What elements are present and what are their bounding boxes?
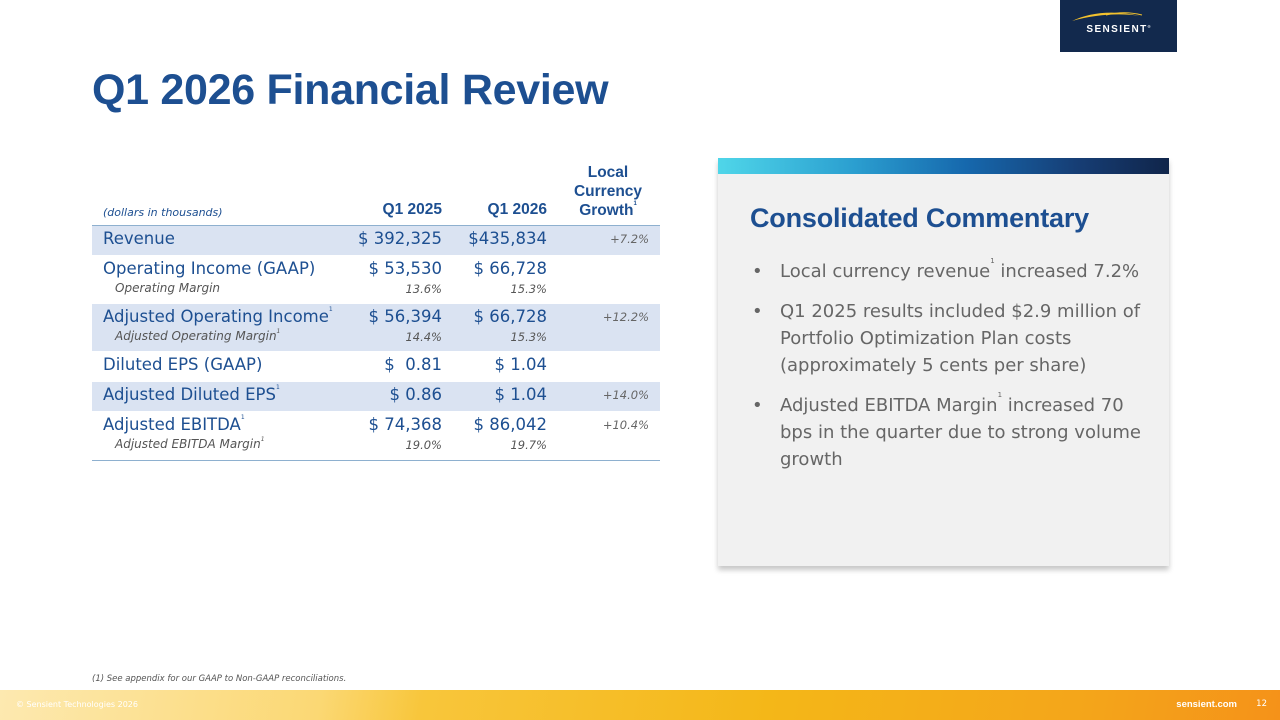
row-value-q1-2026: $ 1.04 [494, 355, 547, 374]
commentary-panel: Consolidated Commentary • Local currency … [718, 158, 1169, 566]
row-label: Adjusted Operating Income1 [103, 306, 333, 327]
sensient-logo: SENSIENT® [1060, 0, 1177, 52]
row-growth: +12.2% [602, 310, 649, 324]
header-q1-2026: Q1 2026 [487, 201, 547, 218]
row-value-q1-2026: $ 1.04 [494, 385, 547, 404]
table-bottom-rule [92, 460, 660, 461]
logo-swoosh-icon [1072, 12, 1143, 21]
bullet-icon: • [752, 261, 763, 282]
row-sub-value-q1-2026: 15.3% [510, 282, 547, 296]
page-number: 12 [1256, 699, 1267, 709]
row-sub-label: Operating Margin [115, 281, 221, 295]
page-title: Q1 2026 Financial Review [92, 66, 609, 114]
table-row: Adjusted EBITDA1 Adjusted EBITDA Margin1… [92, 412, 660, 460]
row-label: Operating Income (GAAP) [103, 259, 316, 278]
panel-accent-bar [718, 158, 1169, 174]
unit-note: (dollars in thousands) [103, 206, 223, 219]
table-row: Adjusted Operating Income1 Adjusted Oper… [92, 304, 660, 352]
table-header: (dollars in thousands) Q1 2025 Q1 2026 L… [92, 160, 660, 226]
row-sub-value-q1-2025: 13.6% [405, 282, 442, 296]
row-growth: +10.4% [602, 418, 649, 432]
row-label: Diluted EPS (GAAP) [103, 355, 263, 374]
logo-wordmark: SENSIENT [1086, 24, 1148, 35]
row-sub-value-q1-2025: 19.0% [405, 438, 442, 452]
row-label: Adjusted EBITDA1 [103, 414, 245, 435]
row-value-q1-2026: $ 86,042 [473, 415, 547, 434]
row-value-q1-2025: $ 0.81 [384, 355, 442, 374]
row-sub-value-q1-2026: 15.3% [510, 330, 547, 344]
footer-bar: © Sensient Technologies 2026 sensient.co… [0, 690, 1280, 720]
logo-trademark: ® [1147, 24, 1151, 29]
list-item: • Local currency revenue1 increased 7.2% [750, 258, 1150, 285]
row-value-q1-2025: $ 53,530 [368, 259, 442, 278]
row-value-q1-2026: $ 66,728 [473, 259, 547, 278]
table-row: Diluted EPS (GAAP) $ 0.81 $ 1.04 [92, 352, 660, 382]
row-value-q1-2025: $ 74,368 [368, 415, 442, 434]
header-q1-2025: Q1 2025 [382, 201, 442, 218]
row-value-q1-2026: $ 66,728 [473, 307, 547, 326]
table-row: Operating Income (GAAP) Operating Margin… [92, 256, 660, 304]
row-growth: +7.2% [610, 232, 649, 246]
row-label: Adjusted Diluted EPS1 [103, 384, 280, 405]
row-value-q1-2025: $ 0.86 [389, 385, 442, 404]
table-row: Revenue $ 392,325 $435,834 +7.2% [92, 226, 660, 256]
bullet-icon: • [752, 395, 763, 416]
row-value-q1-2025: $ 56,394 [368, 307, 442, 326]
row-sub-label: Adjusted EBITDA Margin1 [115, 436, 265, 452]
footnote: (1) See appendix for our GAAP to Non-GAA… [92, 674, 347, 684]
financial-table: (dollars in thousands) Q1 2025 Q1 2026 L… [92, 160, 660, 461]
row-label: Revenue [103, 229, 175, 248]
row-sub-label: Adjusted Operating Margin1 [115, 328, 281, 344]
commentary-title: Consolidated Commentary [750, 203, 1089, 233]
footer-copyright: © Sensient Technologies 2026 [16, 700, 138, 709]
row-sub-value-q1-2025: 14.4% [405, 330, 442, 344]
commentary-list: • Local currency revenue1 increased 7.2% … [750, 258, 1150, 486]
row-value-q1-2025: $ 392,325 [358, 229, 442, 248]
row-value-q1-2026: $435,834 [468, 229, 547, 248]
row-growth: +14.0% [602, 388, 649, 402]
table-row: Adjusted Diluted EPS1 $ 0.86 $ 1.04 +14.… [92, 382, 660, 412]
list-item: • Q1 2025 results included $2.9 million o… [750, 298, 1150, 379]
footer-website-link[interactable]: sensient.com [1176, 699, 1237, 710]
bullet-icon: • [752, 301, 763, 322]
list-item: • Adjusted EBITDA Margin1 increased 70 bp… [752, 391, 1141, 471]
header-local-currency-growth: Local Currency Growth1 [573, 164, 643, 219]
row-sub-value-q1-2026: 19.7% [510, 438, 547, 452]
